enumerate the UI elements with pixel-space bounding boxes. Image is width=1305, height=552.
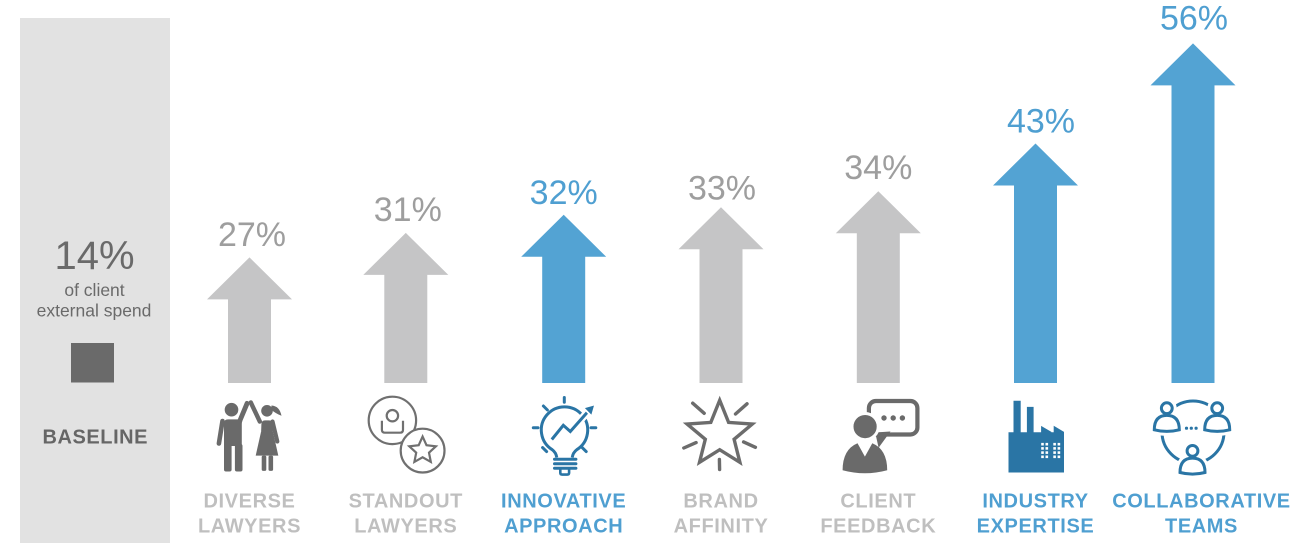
svg-text:APPROACH: APPROACH [504, 515, 623, 537]
svg-text:external spend: external spend [37, 301, 152, 321]
svg-text:INNOVATIVE: INNOVATIVE [501, 490, 626, 512]
svg-text:LAWYERS: LAWYERS [198, 515, 301, 537]
svg-text:COLLABORATIVE: COLLABORATIVE [1112, 490, 1291, 512]
svg-text:56%: 56% [1160, 0, 1228, 38]
svg-text:STANDOUT: STANDOUT [349, 490, 463, 512]
svg-text:43%: 43% [1007, 103, 1075, 141]
svg-text:BASELINE: BASELINE [43, 427, 149, 449]
svg-text:27%: 27% [218, 216, 286, 254]
svg-text:FEEDBACK: FEEDBACK [820, 515, 936, 537]
svg-text:33%: 33% [688, 169, 756, 207]
svg-text:BRAND: BRAND [683, 490, 758, 512]
svg-text:31%: 31% [374, 191, 442, 229]
svg-text:34%: 34% [844, 149, 912, 187]
svg-text:32%: 32% [530, 174, 598, 212]
svg-text:TEAMS: TEAMS [1165, 515, 1238, 537]
svg-text:14%: 14% [54, 234, 134, 278]
svg-text:AFFINITY: AFFINITY [674, 515, 769, 537]
svg-text:EXPERTISE: EXPERTISE [977, 515, 1095, 537]
svg-text:INDUSTRY: INDUSTRY [982, 490, 1088, 512]
svg-text:of client: of client [64, 280, 124, 300]
svg-text:DIVERSE: DIVERSE [203, 490, 295, 512]
svg-text:CLIENT: CLIENT [840, 490, 916, 512]
svg-text:LAWYERS: LAWYERS [354, 515, 457, 537]
